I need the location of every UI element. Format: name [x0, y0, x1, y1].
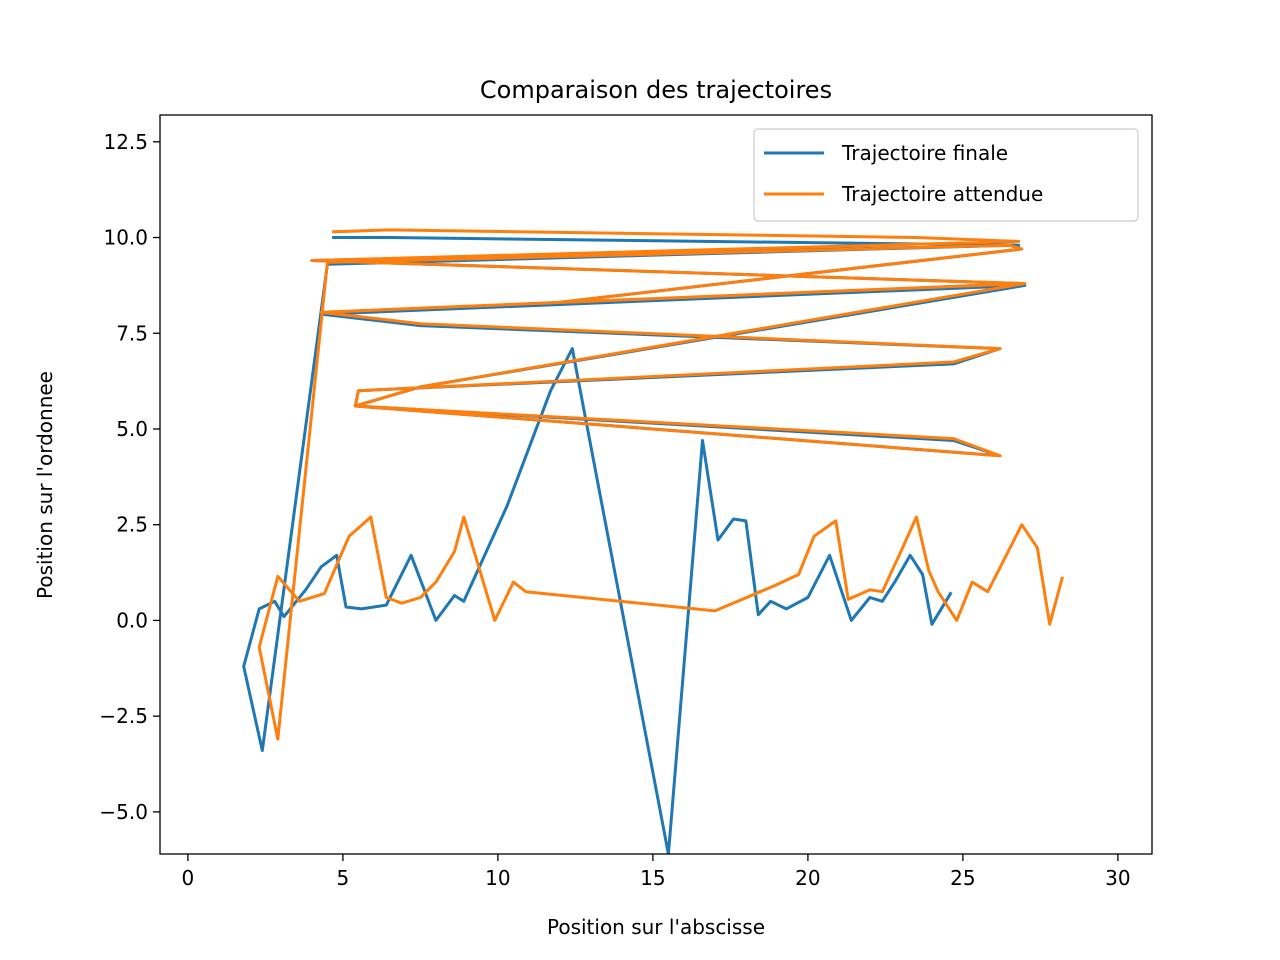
series-line-attendue — [257, 228, 1064, 741]
y-tick-label: −2.5 — [99, 704, 148, 728]
y-tick-label: 2.5 — [116, 513, 148, 537]
legend-box — [753, 128, 1139, 222]
y-tick-label: 5.0 — [116, 417, 148, 441]
x-tick-label: 0 — [182, 866, 195, 890]
y-tick-label: 10.0 — [103, 226, 148, 250]
x-tick-label: 30 — [1105, 866, 1130, 890]
x-tick-label: 25 — [950, 866, 975, 890]
legend: Trajectoire finale Trajectoire attendue — [753, 128, 1139, 222]
chart-title: Comparaison des trajectoires — [480, 76, 832, 104]
y-tick-label: −5.0 — [99, 800, 148, 824]
y-tick-label: 12.5 — [103, 130, 148, 154]
y-tick-label: 7.5 — [116, 321, 148, 345]
legend-label-attendue: Trajectoire attendue — [841, 182, 1043, 206]
x-tick-label: 15 — [640, 866, 665, 890]
y-axis-label: Position sur l'ordonnee — [33, 371, 57, 599]
x-tick-label: 5 — [337, 866, 350, 890]
x-tick-label: 10 — [485, 866, 510, 890]
plot-frame — [159, 114, 1153, 855]
y-tick-label: 0.0 — [116, 608, 148, 632]
legend-label-finale: Trajectoire finale — [841, 141, 1008, 165]
plot-area — [159, 114, 1153, 855]
y-axis: −5.0 −2.5 0.0 2.5 5.0 7.5 10.0 12.5 — [99, 130, 160, 824]
x-axis: 0 5 10 15 20 25 30 — [182, 854, 1131, 890]
x-axis-label: Position sur l'abscisse — [547, 915, 765, 939]
series-layer — [242, 228, 1064, 854]
x-tick-label: 20 — [795, 866, 820, 890]
